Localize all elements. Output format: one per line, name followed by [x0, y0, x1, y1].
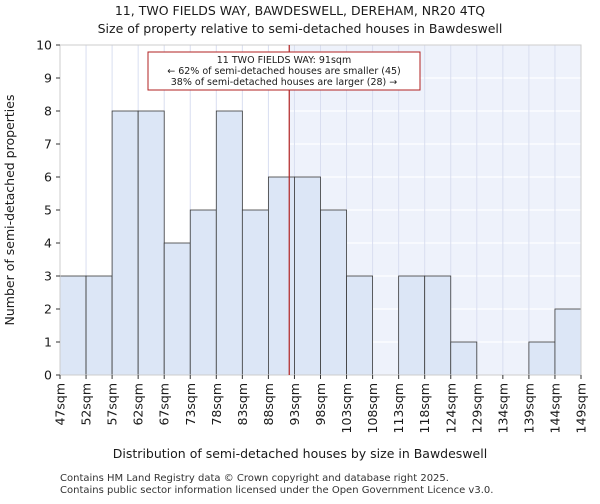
x-tick-label: 113sqm	[391, 383, 406, 433]
x-tick-label: 98sqm	[313, 383, 328, 426]
x-tick-label: 124sqm	[443, 383, 458, 433]
histogram-bar	[189, 209, 217, 376]
x-tick-label: 73sqm	[183, 383, 198, 426]
footer-line-2: Contains public sector information licen…	[60, 485, 493, 496]
x-tick-label: 118sqm	[417, 383, 432, 433]
y-tick-label: 6	[44, 170, 52, 185]
annotation-line: 38% of semi-detached houses are larger (…	[171, 77, 398, 88]
histogram-bar	[163, 242, 191, 376]
histogram-bar	[137, 110, 165, 376]
x-tick-label: 139sqm	[521, 383, 536, 433]
annotation-box	[147, 51, 421, 91]
histogram-bar	[424, 275, 452, 376]
x-tick-label: 149sqm	[574, 383, 589, 433]
histogram-bar	[554, 308, 582, 376]
plot-area: 11 TWO FIELDS WAY: 91sqm← 62% of semi-de…	[36, 38, 588, 434]
histogram-bar	[111, 110, 139, 376]
y-tick-label: 9	[44, 71, 52, 86]
chart-title: 11, TWO FIELDS WAY, BAWDESWELL, DEREHAM,…	[115, 3, 485, 18]
histogram-bar	[320, 209, 347, 376]
histogram-bar	[398, 275, 426, 376]
y-axis-label: Number of semi-detached properties	[2, 95, 17, 326]
x-tick-label: 57sqm	[105, 383, 120, 426]
y-tick-label: 7	[44, 137, 52, 152]
x-tick-label: 67sqm	[157, 383, 172, 426]
x-tick-label: 88sqm	[261, 383, 276, 426]
y-tick-label: 8	[44, 104, 52, 119]
y-tick-label: 10	[36, 38, 52, 53]
histogram-bar	[450, 341, 478, 376]
y-tick-label: 0	[44, 368, 52, 383]
y-tick-label: 4	[44, 236, 52, 251]
annotation-line: ← 62% of semi-detached houses are smalle…	[167, 66, 401, 77]
histogram-bar	[241, 209, 269, 376]
y-tick-label: 3	[44, 269, 52, 284]
histogram-bar	[346, 275, 373, 376]
histogram-bar	[528, 341, 556, 376]
y-tick-label: 2	[44, 302, 52, 317]
x-tick-label: 93sqm	[287, 383, 302, 426]
x-tick-label: 103sqm	[339, 383, 354, 433]
histogram-bar	[294, 176, 321, 376]
annotation-line: 11 TWO FIELDS WAY: 91sqm	[217, 55, 351, 66]
x-tick-label: 108sqm	[365, 383, 380, 433]
x-tick-label: 78sqm	[209, 383, 224, 426]
histogram-bar	[267, 176, 295, 376]
x-axis-label: Distribution of semi-detached houses by …	[113, 446, 487, 461]
histogram-bar	[59, 275, 87, 376]
x-tick-label: 52sqm	[79, 383, 94, 426]
x-tick-label: 144sqm	[547, 383, 562, 433]
histogram-bar	[85, 275, 113, 376]
x-tick-label: 129sqm	[469, 383, 484, 433]
x-tick-label: 83sqm	[235, 383, 250, 426]
histogram-bar	[215, 110, 243, 376]
x-tick-label: 62sqm	[131, 383, 146, 426]
y-tick-label: 1	[44, 335, 52, 350]
y-tick-label: 5	[44, 203, 52, 218]
footer-line-1: Contains HM Land Registry data © Crown c…	[60, 473, 449, 484]
x-tick-label: 134sqm	[495, 383, 510, 433]
x-tick-label: 47sqm	[53, 383, 68, 426]
chart-subtitle: Size of property relative to semi-detach…	[98, 21, 503, 36]
